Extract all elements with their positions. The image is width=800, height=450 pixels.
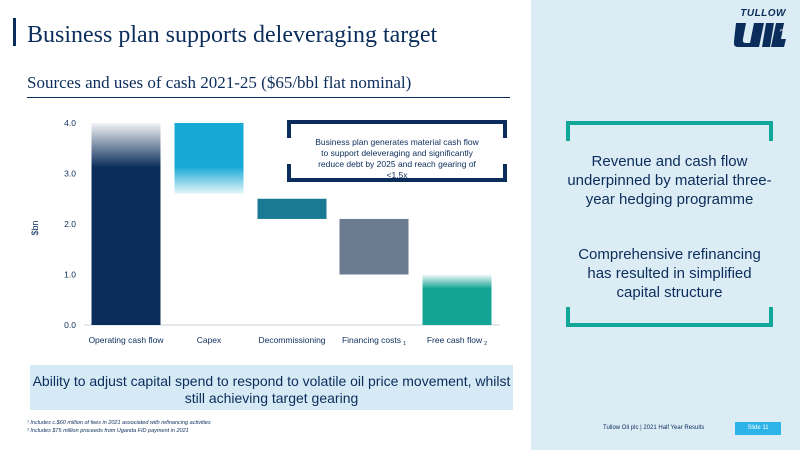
key-message-text: Ability to adjust capital spend to respo…: [32, 373, 511, 406]
callout-refinancing: Comprehensive refinancing has resulted i…: [578, 246, 761, 301]
slide-number: Slide 11: [735, 422, 781, 435]
tullow-logo: TULLOW plc: [728, 8, 786, 50]
bars-group: [91, 123, 492, 325]
x-tick-label: Free cash flow 2: [427, 335, 487, 347]
key-message-box: Ability to adjust capital spend to respo…: [30, 365, 513, 410]
bar-financing-costs: [339, 218, 409, 275]
logo-suffix: plc: [779, 27, 785, 32]
x-tick-label: Operating cash flow: [88, 335, 164, 345]
highlights-callout: Revenue and cash flow underpinned by mat…: [566, 121, 773, 327]
waterfall-chart: 0.0 1.0 2.0 3.0 4.0 Operating cash flow Capex…: [30, 118, 512, 347]
footer-label: Tullow Oil plc | 2021 Half Year Results: [603, 425, 705, 431]
x-axis-labels: Operating cash flow Capex Decommissioning F…: [88, 335, 487, 347]
bar-free-cash-flow: [422, 274, 492, 325]
page-title: Business plan supports deleveraging targ…: [27, 22, 438, 48]
y-axis-label: $bn: [30, 220, 40, 235]
title-accent-bar: [13, 18, 16, 46]
y-tick-label: 2.0: [64, 219, 76, 229]
x-tick-label: Capex: [197, 335, 222, 345]
y-tick-label: 4.0: [64, 118, 76, 128]
footnote-1: ¹ Includes c.$60 million of fees in 2021…: [27, 420, 211, 426]
bar-decommissioning: [257, 198, 327, 219]
logo-wordmark: TULLOW: [740, 8, 786, 19]
y-tick-label: 3.0: [64, 169, 76, 179]
footnote-2: ² Includes $75 million proceeds from Uga…: [27, 428, 189, 434]
chart-subtitle: Sources and uses of cash 2021-25 ($65/bb…: [27, 73, 412, 92]
callout-hedging: Revenue and cash flow underpinned by mat…: [567, 153, 772, 208]
logo-mark-icon: plc: [734, 23, 786, 47]
y-tick-label: 0.0: [64, 320, 76, 330]
chart-annotation-box: Business plan generates material cash fl…: [282, 120, 512, 182]
subtitle-divider: [27, 97, 510, 98]
callout-frame-bottom: [566, 307, 773, 327]
callout-frame-top: [566, 121, 773, 141]
bar-capex: [174, 123, 244, 194]
chart-annotation-text: Business plan generates material cash fl…: [315, 137, 479, 180]
x-tick-label: Decommissioning: [258, 335, 325, 345]
x-tick-label: Financing costs 1: [342, 335, 406, 347]
bar-operating-cash-flow: [91, 123, 161, 325]
y-tick-label: 1.0: [64, 270, 76, 280]
right-panel: [531, 0, 800, 450]
